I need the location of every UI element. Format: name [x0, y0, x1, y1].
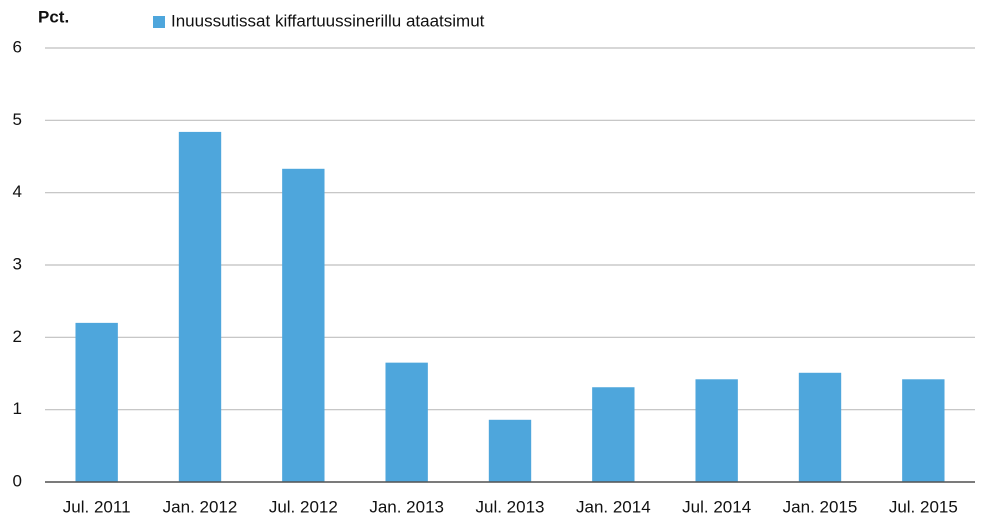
bar — [902, 379, 945, 482]
legend-swatch — [153, 16, 165, 28]
x-tick-label: Jan. 2015 — [783, 497, 858, 516]
x-tick-label: Jan. 2012 — [163, 497, 238, 516]
bar — [282, 168, 325, 482]
y-tick-label: 3 — [13, 254, 22, 273]
x-tick-label: Jul. 2011 — [63, 497, 131, 516]
y-tick-label: 5 — [13, 110, 22, 129]
x-tick-label: Jul. 2015 — [889, 497, 958, 516]
y-tick-label: 6 — [13, 37, 22, 56]
bar — [75, 322, 118, 482]
bar — [798, 372, 842, 482]
legend-label: Inuussutissat kiffartuussinerillu ataats… — [171, 11, 485, 30]
y-tick-label: 2 — [13, 327, 22, 346]
x-tick-label: Jan. 2013 — [369, 497, 444, 516]
y-axis-label: Pct. — [38, 7, 69, 26]
x-tick-label: Jul. 2012 — [269, 497, 338, 516]
bar — [385, 362, 428, 482]
y-tick-label: 1 — [13, 399, 22, 418]
y-tick-label: 4 — [13, 182, 22, 201]
bar — [592, 387, 635, 482]
bar — [178, 131, 222, 482]
y-tick-label: 0 — [13, 471, 22, 490]
x-tick-label: Jan. 2014 — [576, 497, 651, 516]
x-tick-label: Jul. 2014 — [682, 497, 751, 516]
bar — [488, 419, 532, 482]
bar — [695, 379, 738, 482]
x-tick-label: Jul. 2013 — [476, 497, 545, 516]
